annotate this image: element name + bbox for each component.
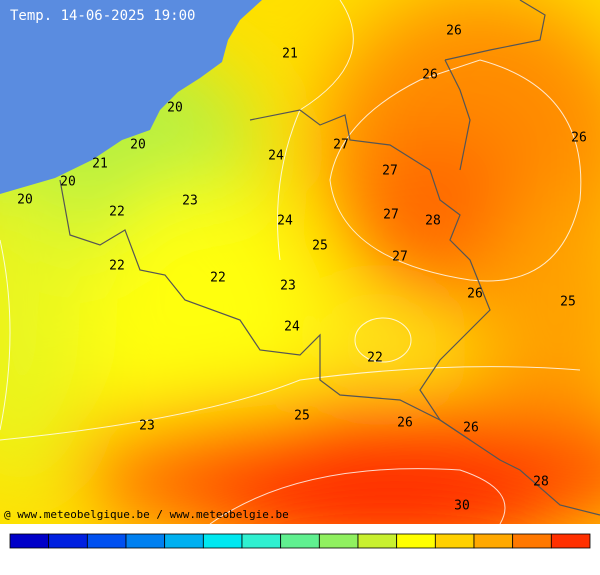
scale-segment	[473, 533, 514, 549]
temperature-label: 23	[280, 279, 296, 294]
scale-segment	[280, 533, 320, 549]
temperature-label: 27	[382, 164, 398, 179]
scale-segment	[164, 533, 204, 549]
borders	[59, 0, 600, 516]
temperature-label: 25	[560, 295, 576, 310]
temperature-label: 22	[109, 259, 125, 274]
temperature-label: 28	[425, 214, 441, 229]
scale-segment	[125, 533, 166, 549]
temperature-label: 23	[139, 419, 155, 434]
temperature-label: 26	[397, 416, 413, 431]
temperature-label: 22	[109, 205, 125, 220]
temperature-label: 21	[282, 47, 298, 62]
temperature-label: 24	[277, 214, 293, 229]
temperature-label: 24	[268, 149, 284, 164]
temperature-label: 26	[446, 24, 462, 39]
map-title: Temp. 14-06-2025 19:00	[10, 8, 195, 24]
temperature-label: 21	[92, 157, 108, 172]
temperature-label: 23	[182, 194, 198, 209]
scale-segment	[86, 533, 127, 549]
temperature-label: 20	[167, 101, 183, 116]
temperature-label: 22	[210, 271, 226, 286]
temperature-label: 27	[383, 208, 399, 223]
color-scale	[9, 533, 591, 549]
scale-segment	[241, 533, 282, 549]
temperature-label: 25	[294, 409, 310, 424]
temperature-label: 24	[284, 320, 300, 335]
scale-segment	[9, 533, 50, 549]
temperature-label: 20	[130, 138, 146, 153]
temperature-label: 26	[463, 421, 479, 436]
scale-segment	[48, 533, 88, 549]
temperature-label: 27	[392, 250, 408, 265]
scale-segment	[357, 533, 398, 549]
temperature-label: 25	[312, 239, 328, 254]
temperature-labels: 26 21 26 20 26 20 27 24 21 27 20 20 23 22 27 28 24 25 27 22…	[17, 24, 587, 514]
temperature-label: 27	[333, 138, 349, 153]
temperature-label: 26	[571, 131, 587, 146]
scale-segment	[512, 533, 552, 549]
temperature-label: 26	[467, 287, 483, 302]
temperature-label: 26	[422, 68, 438, 83]
temperature-label: 30	[454, 499, 470, 514]
temperature-label: 20	[17, 193, 33, 208]
scale-segment	[434, 533, 475, 549]
scale-segment	[396, 533, 436, 549]
temperature-label: 20	[60, 175, 76, 190]
temperature-label: 22	[367, 351, 383, 366]
credit: @ www.meteobelgique.be / www.meteobelgie…	[4, 508, 289, 521]
scale-segment	[318, 533, 359, 549]
scale-segment	[550, 533, 591, 549]
scale-segment	[202, 533, 243, 549]
sea	[0, 0, 262, 194]
temperature-field	[0, 0, 600, 524]
temperature-label: 28	[533, 475, 549, 490]
